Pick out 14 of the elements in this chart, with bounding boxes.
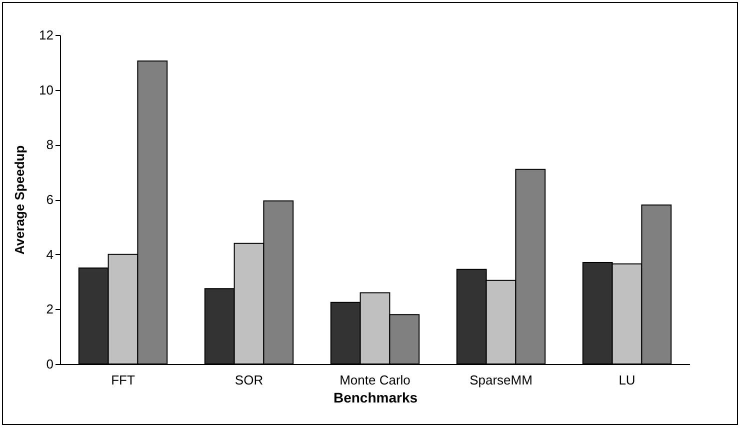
y-tick-label: 2: [46, 302, 54, 317]
x-tick-label: LU: [618, 372, 636, 388]
y-axis-title: Average Speedup: [12, 145, 28, 255]
y-tick-label: 8: [46, 137, 54, 152]
y-tick-label: 12: [39, 28, 54, 42]
y-tick-label: 6: [46, 192, 54, 207]
y-tick-label: 0: [46, 356, 54, 372]
x-tick-label: Monte Carlo: [340, 372, 410, 388]
x-tick-label: FFT: [111, 372, 135, 388]
y-tick-label: 10: [39, 82, 54, 98]
y-tick-label: 4: [46, 246, 54, 262]
x-axis-title: Benchmarks: [333, 390, 418, 406]
x-tick-label: SparseMM: [470, 372, 532, 388]
x-tick-label: SOR: [234, 372, 264, 388]
